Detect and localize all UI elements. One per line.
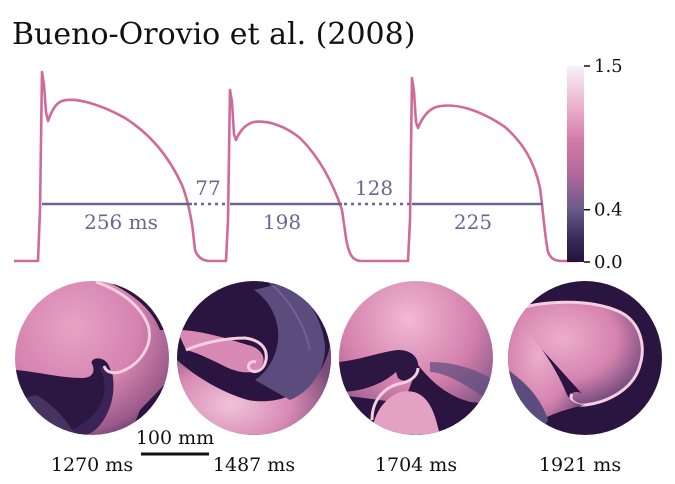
action-potential-trace xyxy=(14,70,578,263)
snapshot-2 xyxy=(177,281,331,435)
action-potential-panel: 256 ms 198 225 77 128 xyxy=(14,70,578,263)
snapshot-time-4: 1921 ms xyxy=(539,454,621,476)
apd-label-3: 225 xyxy=(454,210,492,234)
colorbar-gradient xyxy=(567,66,584,262)
scale-bar: 100 mm xyxy=(136,427,214,456)
snapshot-4 xyxy=(508,281,662,435)
colorbar-tick-label: 1.5 xyxy=(594,56,623,77)
colorbar-tick-label: 0.0 xyxy=(594,252,623,273)
colorbar-tick-label: 0.4 xyxy=(594,200,623,221)
di-label-2: 128 xyxy=(355,176,393,200)
scale-bar-label: 100 mm xyxy=(136,427,214,449)
di-label-1: 77 xyxy=(195,176,220,200)
figure-title: Bueno-Orovio et al. (2008) xyxy=(12,17,415,52)
apd-label-2: 198 xyxy=(263,210,301,234)
snapshot-1 xyxy=(15,281,169,435)
snapshot-time-2: 1487 ms xyxy=(213,454,295,476)
snapshot-3 xyxy=(339,281,493,435)
snapshot-time-1: 1270 ms xyxy=(51,454,133,476)
snapshot-time-3: 1704 ms xyxy=(375,454,457,476)
apd-label-1: 256 ms xyxy=(84,210,158,234)
colorbar: 1.5 0.4 0.0 xyxy=(567,56,623,273)
